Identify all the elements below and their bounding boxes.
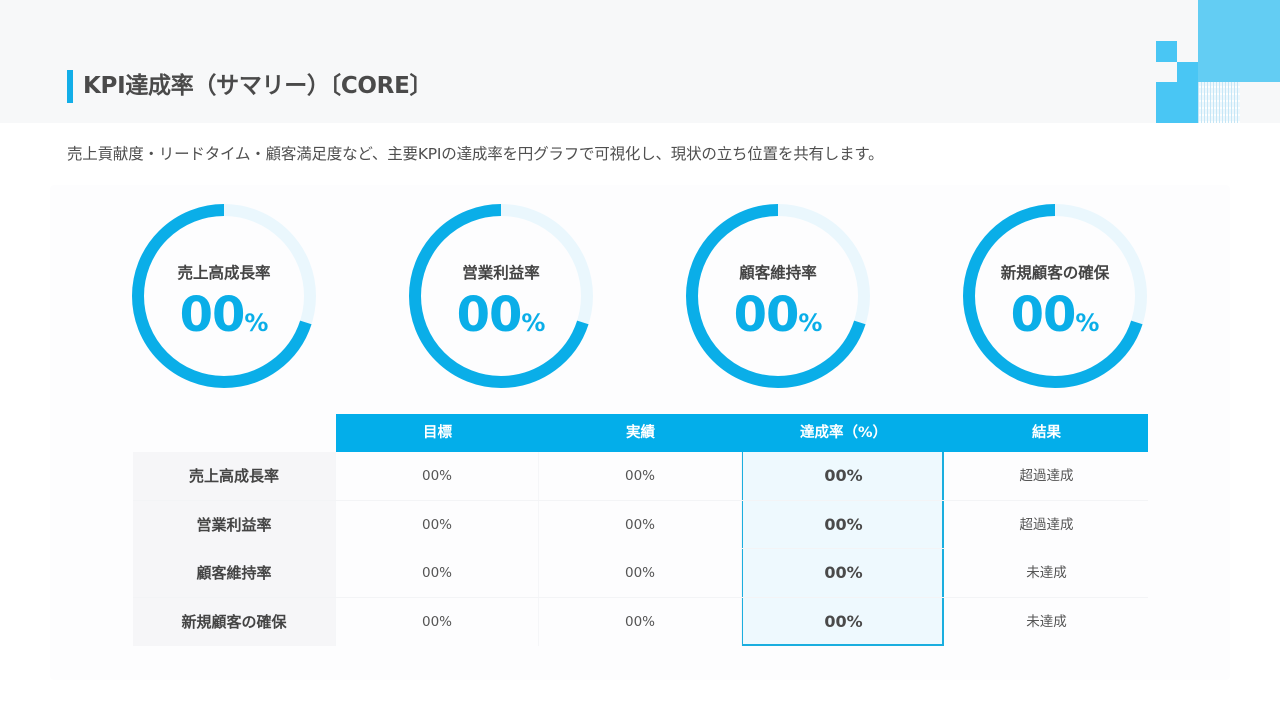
- cell-result: 未達成: [945, 597, 1148, 646]
- cell-actual: 00%: [539, 549, 742, 597]
- cell-actual: 00%: [539, 597, 742, 646]
- table-row: 新規顧客の確保 00% 00% 00% 未達成: [133, 597, 1148, 647]
- kpi-table: 売上高成長率 00% 00% 00% 超過達成 営業利益率 00% 00% 00…: [133, 452, 1148, 646]
- cell-rate: 00%: [824, 466, 863, 485]
- table-header: 目標 実績 達成率（%） 結果: [336, 414, 1148, 452]
- gauge-value: 00%: [1010, 287, 1100, 343]
- cell-target: 00%: [336, 549, 539, 597]
- decorative-square-large: [1198, 0, 1280, 82]
- gauge-operating-margin: 営業利益率 00%: [408, 203, 594, 389]
- title-accent-bar: [67, 70, 73, 103]
- decorative-pattern: [1198, 82, 1240, 123]
- gauge-new-customers: 新規顧客の確保 00%: [962, 203, 1148, 389]
- cell-target: 00%: [336, 500, 539, 549]
- cell-result: 未達成: [945, 549, 1148, 597]
- gauge-customer-retention: 顧客維持率 00%: [685, 203, 871, 389]
- gauge-label: 顧客維持率: [739, 264, 817, 282]
- page-title: KPI達成率（サマリー）〔CORE〕: [83, 73, 433, 99]
- page-subtitle: 売上貢献度・リードタイム・顧客満足度など、主要KPIの達成率を円グラフで可視化し…: [67, 145, 884, 163]
- row-label: 新規顧客の確保: [133, 597, 336, 646]
- gauge-sales-growth: 売上高成長率 00%: [131, 203, 317, 389]
- row-label: 売上高成長率: [133, 452, 336, 500]
- row-label: 顧客維持率: [133, 549, 336, 597]
- gauge-label: 新規顧客の確保: [1000, 264, 1110, 282]
- gauge-value: 00%: [456, 287, 546, 343]
- donut-chart-icon: [409, 204, 593, 388]
- rate-column-highlight: [741, 452, 944, 646]
- donut-chart-icon: [686, 204, 870, 388]
- gauge-label: 営業利益率: [462, 264, 540, 282]
- decorative-square-small: [1177, 62, 1198, 83]
- column-header-result: 結果: [1032, 425, 1061, 441]
- column-header-rate: 達成率（%）: [799, 425, 888, 441]
- cell-target: 00%: [336, 452, 539, 500]
- cell-result: 超過達成: [945, 500, 1148, 549]
- header-band: [0, 0, 1280, 123]
- cell-rate: 00%: [824, 563, 863, 582]
- column-header-actual: 実績: [626, 425, 655, 441]
- decorative-square-medium: [1156, 82, 1198, 123]
- donut-chart-icon: [132, 204, 316, 388]
- gauge-value: 00%: [733, 287, 823, 343]
- column-header-target: 目標: [423, 425, 452, 441]
- donut-chart-icon: [963, 204, 1147, 388]
- row-label: 営業利益率: [133, 500, 336, 549]
- cell-result: 超過達成: [945, 452, 1148, 500]
- table-row: 営業利益率 00% 00% 00% 超過達成: [133, 500, 1148, 549]
- cell-rate: 00%: [824, 514, 863, 534]
- gauge-value: 00%: [179, 287, 269, 343]
- cell-actual: 00%: [539, 500, 742, 549]
- table-row: 顧客維持率 00% 00% 00% 未達成: [133, 549, 1148, 598]
- cell-target: 00%: [336, 597, 539, 646]
- gauge-label: 売上高成長率: [177, 264, 271, 282]
- cell-actual: 00%: [539, 452, 742, 500]
- cell-rate: 00%: [824, 611, 863, 631]
- table-row: 売上高成長率 00% 00% 00% 超過達成: [133, 452, 1148, 501]
- decorative-square-small: [1156, 41, 1177, 62]
